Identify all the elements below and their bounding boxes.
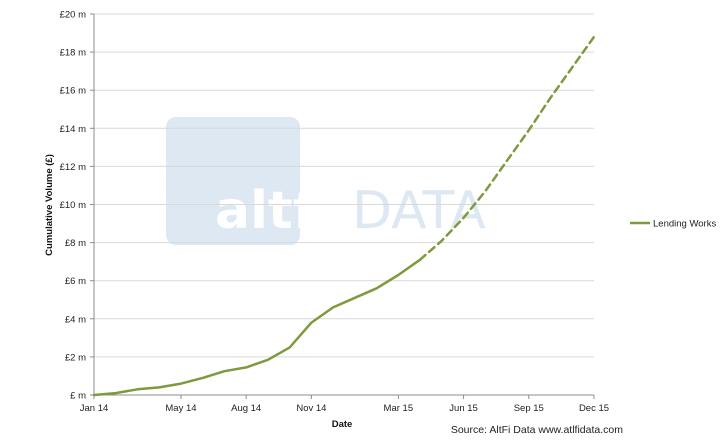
y-tick-label: £14 m [60,124,86,135]
y-tick-label: £20 m [60,10,86,21]
x-tick-label: Aug 14 [231,403,261,414]
source-text: Source: AltFi Data www.atlfidata.com [451,424,623,436]
y-tick-label: £8 m [65,238,86,249]
legend: Lending Works [630,219,716,230]
gridlines [94,13,594,358]
series-line-lending-works [92,258,422,397]
x-axis-title: Date [332,419,353,430]
watermark-logo-box [166,117,300,245]
x-tick-label: May 14 [165,403,196,414]
y-tick-label: £ m [70,391,86,402]
y-tick-label: £6 m [65,276,86,287]
y-tick-label: £18 m [60,48,86,59]
x-tick-label: Dec 15 [579,403,609,414]
y-axis-title: Cumulative Volume (£) [44,154,55,256]
y-tick-label: £4 m [65,314,86,325]
y-tick-label: £10 m [60,200,86,211]
x-axis-ticks: Jan 14 May 14 Aug 14 Nov 14 Mar 15 Jun 15 Sep … [80,395,609,414]
watermark: altfi DATA [166,117,486,245]
y-tick-label: £2 m [65,352,86,363]
x-tick-label: Jan 14 [80,403,109,414]
y-tick-label: £16 m [60,86,86,97]
x-tick-label: Nov 14 [296,403,326,414]
series-line-projection [418,35,596,261]
watermark-data-text: DATA [352,181,486,241]
y-axis-ticks: £ m £2 m £4 m £6 m £8 m £10 m £12 m £14 m £16 m £… [60,10,94,402]
x-tick-label: Jun 15 [449,403,478,414]
series-lines [92,35,596,397]
y-tick-label: £12 m [60,162,86,173]
watermark-logo-text: altfi [215,181,331,241]
x-tick-label: Sep 15 [514,403,544,414]
x-tick-label: Mar 15 [384,403,414,414]
legend-label: Lending Works [653,219,716,230]
